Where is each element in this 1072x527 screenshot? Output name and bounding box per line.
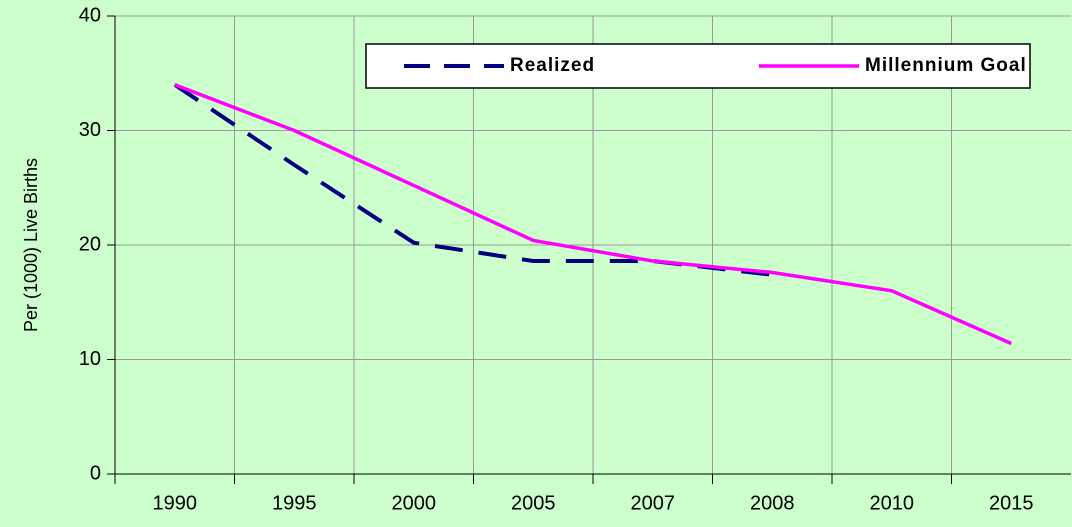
y-tick-label: 20 xyxy=(79,233,101,255)
x-tick-label: 2010 xyxy=(870,492,915,514)
x-tick-label: 2015 xyxy=(989,492,1034,514)
x-tick-label: 2007 xyxy=(631,492,676,514)
y-tick-label: 40 xyxy=(79,4,101,26)
y-tick-label: 0 xyxy=(90,462,101,484)
legend-label: Realized xyxy=(510,55,595,76)
x-tick-label: 2005 xyxy=(511,492,556,514)
legend-box xyxy=(365,43,1031,89)
y-tick-label: 10 xyxy=(79,348,101,370)
legend-label: Millennium Goal xyxy=(865,55,1027,76)
y-axis-label: Per (1000) Live Births xyxy=(21,158,41,332)
line-series xyxy=(174,83,1012,346)
y-tick-label: 30 xyxy=(79,119,101,141)
x-tick-label: 1990 xyxy=(153,492,198,514)
x-tick-label: 1995 xyxy=(272,492,317,514)
x-tick-label: 2000 xyxy=(392,492,437,514)
x-tick-label: 2008 xyxy=(750,492,795,514)
